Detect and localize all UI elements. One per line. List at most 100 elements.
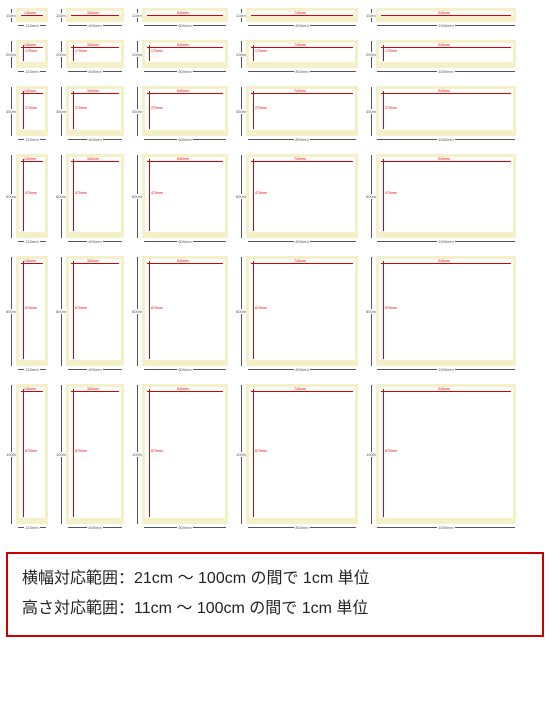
outer-w-label: 400mm [66, 239, 124, 244]
frame-diagram: 940mm270mm [376, 86, 516, 136]
outer-w-label: 800mm [246, 367, 358, 372]
inner-h-label: 870mm [25, 449, 37, 453]
size-cell: 800mm540mm670mm 600mm [130, 256, 230, 372]
inner-w-label: 140mm [24, 259, 36, 263]
frame-diagram: 540mm870mm [142, 384, 228, 524]
grid-row: 800mm140mm670mm 210mm 800mm340mm670mm 40… [4, 256, 546, 372]
inner-w-label: 740mm [294, 259, 306, 263]
size-cell: 200mm140mm170mm 210mm [4, 40, 50, 74]
inner-w-label: 140mm [24, 387, 36, 391]
frame-diagram: 940mm670mm [376, 256, 516, 366]
inner-h-label: 670mm [151, 306, 163, 310]
frame-diagram: 140mm 470mm [16, 154, 48, 238]
outer-w-label: 210mm [16, 137, 48, 142]
inner-w-label: 140mm [24, 157, 36, 161]
inner-h-label: 670mm [255, 306, 267, 310]
inner-w-label: 340mm [87, 157, 99, 161]
inner-w-label: 940mm [438, 157, 450, 161]
outer-w-label: 210mm [16, 23, 48, 28]
outer-w-label: 800mm [246, 239, 358, 244]
frame-diagram: 540mm170mm [142, 40, 228, 68]
inner-h-label: 170mm [151, 49, 163, 53]
frame-diagram: 940mm170mm [376, 40, 516, 68]
frame-diagram: 540mm470mm [142, 154, 228, 238]
inner-h-label: 270mm [75, 106, 87, 110]
size-cell: 1000mm740mm870mm 800mm [234, 384, 360, 530]
inner-w-label: 540mm [177, 387, 189, 391]
outer-w-label: 400mm [66, 23, 124, 28]
inner-w-label: 540mm [177, 259, 189, 263]
grid-row: 1000mm140mm870mm 210mm 1000mm340mm870mm … [4, 384, 546, 530]
frame-diagram: 740mm 170mm [246, 40, 358, 68]
frame-diagram: 340mm 670mm [66, 256, 124, 366]
outer-w-label: 1000mm [376, 137, 516, 142]
size-cell: 600mm740mm470mm 800mm [234, 154, 360, 244]
frame-diagram: 540mm270mm [142, 86, 228, 136]
frame-diagram: 340mm170mm [66, 40, 124, 68]
grid-row: 200mm140mm170mm 210mm 200mm340mm170mm 40… [4, 40, 546, 74]
inner-w-label: 740mm [294, 11, 306, 15]
inner-w-label: 340mm [87, 11, 99, 15]
inner-h-label: 170mm [25, 49, 37, 53]
inner-h-label: 170mm [75, 49, 87, 53]
size-cell: 1000mm140mm870mm 210mm [4, 384, 50, 530]
frame-diagram: 140mm [16, 8, 48, 22]
caption-box: 横幅対応範囲：21cm ～ 100cm の間で 1cm 単位 高さ対応範囲：11… [6, 552, 544, 637]
inner-w-label: 740mm [294, 43, 306, 47]
outer-w-label: 400mm [66, 137, 124, 142]
grid-row: 350mm140mm270mm 210mm 350mm340mm270mm 40… [4, 86, 546, 142]
size-cell: 110mm740mm 800mm [234, 8, 360, 28]
inner-w-label: 340mm [87, 43, 99, 47]
size-cell: 350mm340mm270mm 400mm [54, 86, 126, 142]
outer-w-label: 600mm [142, 525, 228, 530]
frame-diagram: 140mm 870mm [16, 384, 48, 524]
size-cell: 600mm540mm470mm 600mm [130, 154, 230, 244]
size-cell: 1000mm340mm870mm 400mm [54, 384, 126, 530]
inner-w-label: 140mm [24, 43, 36, 47]
inner-w-label: 540mm [177, 89, 189, 93]
size-cell: 800mm940mm670mm 1000mm [364, 256, 518, 372]
inner-w-label: 740mm [294, 89, 306, 93]
inner-w-label: 140mm [24, 89, 36, 93]
size-grid: 110mm140mm 210mm 110mm340mm 400mm 110mm5… [0, 0, 550, 546]
frame-diagram: 740mm 670mm [246, 256, 358, 366]
inner-h-label: 470mm [385, 191, 397, 195]
outer-w-label: 600mm [142, 239, 228, 244]
size-cell: 600mm340mm470mm 400mm [54, 154, 126, 244]
inner-w-label: 140mm [24, 11, 36, 15]
inner-w-label: 340mm [87, 259, 99, 263]
frame-diagram: 340mm270mm [66, 86, 124, 136]
inner-h-label: 170mm [385, 49, 397, 53]
inner-h-label: 870mm [75, 449, 87, 453]
size-cell: 600mm140mm470mm 210mm [4, 154, 50, 244]
outer-w-label: 1000mm [376, 525, 516, 530]
outer-w-label: 210mm [16, 239, 48, 244]
outer-w-label: 210mm [16, 69, 48, 74]
size-cell: 1000mm940mm870mm 1000mm [364, 384, 518, 530]
size-cell: 200mm340mm170mm 400mm [54, 40, 126, 74]
size-cell: 350mm140mm270mm 210mm [4, 86, 50, 142]
frame-diagram: 540mm 670mm [142, 256, 228, 366]
frame-diagram: 340mm [66, 8, 124, 22]
frame-diagram: 940mm 470mm [376, 154, 516, 238]
inner-w-label: 940mm [438, 89, 450, 93]
inner-w-label: 740mm [294, 387, 306, 391]
outer-w-label: 800mm [246, 69, 358, 74]
inner-h-label: 170mm [255, 49, 267, 53]
outer-w-label: 400mm [66, 525, 124, 530]
frame-diagram: 540mm [142, 8, 228, 22]
inner-w-label: 940mm [438, 11, 450, 15]
size-cell: 110mm140mm 210mm [4, 8, 50, 28]
inner-h-label: 470mm [255, 191, 267, 195]
frame-diagram: 740mm470mm [246, 154, 358, 238]
inner-h-label: 670mm [75, 306, 87, 310]
inner-h-label: 670mm [385, 306, 397, 310]
size-cell: 800mm740mm670mm 800mm [234, 256, 360, 372]
outer-w-label: 1000mm [376, 23, 516, 28]
inner-h-label: 470mm [25, 191, 37, 195]
size-cell: 200mm540mm170mm 600mm [130, 40, 230, 74]
inner-w-label: 540mm [177, 11, 189, 15]
outer-w-label: 400mm [66, 367, 124, 372]
inner-h-label: 470mm [151, 191, 163, 195]
size-cell: 350mm740mm270mm 800mm [234, 86, 360, 142]
